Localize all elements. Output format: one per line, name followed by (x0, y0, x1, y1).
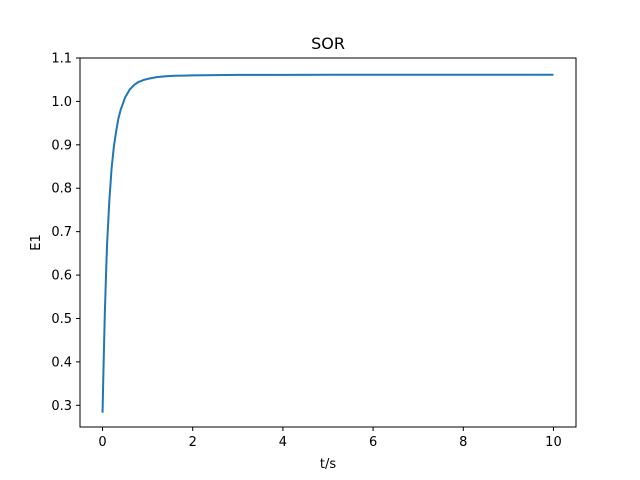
axes-ticks: 0 2 4 6 8 10 0.3 0.4 0.5 0.6 0.7 0.8 0.9 1.0 1.1 (51, 52, 561, 451)
y-tick-label: 1.0 (51, 95, 72, 110)
x-axis-label: t/s (320, 457, 336, 472)
x-tick-label: 10 (545, 435, 562, 450)
y-tick-label: 0.6 (51, 269, 72, 284)
y-tick-label: 0.8 (51, 182, 72, 197)
y-tick-label: 0.4 (51, 355, 72, 370)
x-tick-label: 2 (189, 435, 197, 450)
x-tick-label: 6 (369, 435, 377, 450)
y-tick-label: 0.3 (51, 399, 72, 414)
series-line-0 (101, 73, 554, 413)
chart-title: SOR (311, 34, 345, 53)
x-tick-label: 0 (98, 435, 106, 450)
y-axis-label: E1 (29, 234, 44, 251)
plot-area (101, 73, 554, 413)
y-tick-label: 1.1 (51, 52, 72, 67)
y-tick-label: 0.5 (51, 312, 72, 327)
axes-frame (79, 57, 577, 428)
y-tick-label: 0.9 (51, 138, 72, 153)
x-tick-label: 4 (279, 435, 287, 450)
y-tick-label: 0.7 (51, 225, 72, 240)
x-tick-label: 8 (459, 435, 467, 450)
